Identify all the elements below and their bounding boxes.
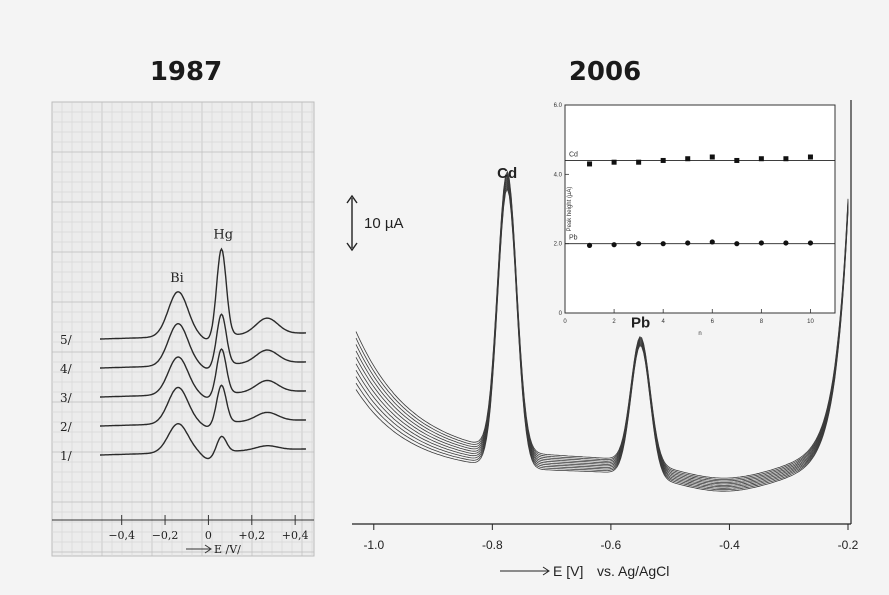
inset-frame <box>564 104 836 314</box>
inset-x-tick-label: 10 <box>807 319 814 325</box>
right-tick-label: -0.6 <box>601 538 622 552</box>
curve-label: 2/ <box>60 420 73 434</box>
scan-curve <box>355 178 849 485</box>
left-tick-label: +0,2 <box>238 529 265 542</box>
inset-point-cd <box>636 159 642 165</box>
left-tick-label: −0,4 <box>108 529 135 542</box>
inset-point-cd <box>807 154 813 160</box>
scale-bar-arrow-up <box>346 194 358 204</box>
inset-y-tick-label: 0 <box>559 311 563 317</box>
scale-bar-arrow-down <box>346 242 358 252</box>
inset-point-cd <box>783 156 789 162</box>
inset-point-cd <box>758 156 764 162</box>
inset-point-pb <box>586 242 593 248</box>
right-x-label-suffix: vs. Ag/AgCl <box>597 563 669 579</box>
chart-1987: 1/2/3/4/5/ Bi Hg −0,4 −0,2 0 +0,2 +0,4 E /V/ <box>51 101 315 557</box>
inset-series-label-cd: Cd <box>569 151 578 158</box>
right-x-label: E [V] vs. Ag/AgCl <box>500 563 669 579</box>
inset-y-label: Peak height (µA) <box>567 187 573 232</box>
curve-label: 5/ <box>60 333 73 347</box>
inset-point-pb <box>783 240 789 246</box>
inset-y-tick-label: 4.0 <box>554 172 563 178</box>
right-tick-label: -0.8 <box>482 538 503 552</box>
inset-content: 0 2 4 6 8 10 0 2.0 4.0 6.0 n Peak height (µA) Cd Pb <box>554 103 835 337</box>
inset-point-pb <box>685 240 691 246</box>
inset-point-cd <box>611 159 617 165</box>
inset-point-cd <box>685 156 691 162</box>
inset-point-cd <box>709 154 715 160</box>
curve-3 <box>100 348 306 398</box>
inset-series-label-pb: Pb <box>569 235 578 242</box>
right-tick-label: -1.0 <box>363 538 384 552</box>
scan-curve <box>355 180 849 486</box>
title-1987: 1987 <box>150 57 222 87</box>
right-tick-label: -0.4 <box>719 538 740 552</box>
inset-point-pb <box>660 241 666 247</box>
curve-label: 1/ <box>60 449 73 463</box>
scan-curve <box>355 170 849 479</box>
inset-x-tick-label: 2 <box>612 319 616 325</box>
scale-bar-label: 10 µA <box>364 215 404 232</box>
right-x-label-main: E [V] <box>553 563 583 579</box>
curve-label: 3/ <box>60 391 73 405</box>
inset-x-label: n <box>698 331 701 337</box>
inset-point-cd <box>734 157 740 163</box>
curve-label: 4/ <box>60 362 73 376</box>
scan-curve <box>355 176 849 483</box>
peak-label-bi: Bi <box>170 271 184 286</box>
chart-2006: -1.0 -0.8 -0.6 -0.4 -0.2 Cd Pb 10 µA E [V] vs… <box>346 100 859 579</box>
left-tick-label: 0 <box>205 529 212 542</box>
left-peak-labels: Bi Hg <box>170 227 233 285</box>
inset-x-tick-label: 6 <box>711 319 715 325</box>
scan-curve <box>355 185 849 491</box>
right-peak-labels: Cd Pb <box>497 165 650 332</box>
inset-chart: 0 2 4 6 8 10 0 2.0 4.0 6.0 n Peak height (µA) Cd Pb <box>554 103 836 337</box>
curve-2 <box>100 384 307 428</box>
peak-label-pb: Pb <box>631 315 650 332</box>
inset-point-pb <box>636 241 642 247</box>
scale-bar: 10 µA <box>346 194 404 252</box>
right-curves <box>355 170 849 492</box>
inset-point-cd <box>660 157 666 163</box>
inset-point-cd <box>587 161 593 167</box>
scan-curve <box>355 174 849 482</box>
left-curves <box>100 247 307 460</box>
left-xlabel-arrow-head <box>204 544 212 554</box>
inset-point-pb <box>709 239 715 245</box>
inset-x-tick-label: 4 <box>662 319 666 325</box>
inset-y-tick-label: 2.0 <box>554 242 563 248</box>
left-tick-label: +0,4 <box>282 529 309 542</box>
peak-label-cd: Cd <box>497 165 517 182</box>
inset-point-pb <box>807 240 814 246</box>
peak-label-hg: Hg <box>213 227 233 242</box>
title-2006: 2006 <box>569 57 641 87</box>
inset-x-tick-label: 8 <box>760 319 764 325</box>
inset-y-tick-label: 6.0 <box>554 103 563 109</box>
right-x-axis: -1.0 -0.8 -0.6 -0.4 -0.2 <box>352 100 859 552</box>
right-tick-label: -0.2 <box>838 538 859 552</box>
left-curve-labels: 1/2/3/4/5/ <box>60 333 73 463</box>
curve-4 <box>100 313 306 369</box>
inset-x-tick-label: 0 <box>563 319 567 325</box>
left-x-label: E /V/ <box>214 543 241 556</box>
scan-curve <box>355 183 849 489</box>
xlabel-arrow-head <box>542 566 550 576</box>
inset-point-pb <box>611 242 617 248</box>
scan-curve <box>355 182 849 488</box>
curve-1 <box>100 422 307 460</box>
scan-curve <box>355 187 849 492</box>
scan-curve <box>355 172 849 480</box>
curve-5 <box>100 247 306 340</box>
left-tick-label: −0,2 <box>152 529 179 542</box>
inset-point-pb <box>734 241 740 247</box>
inset-point-pb <box>758 240 764 246</box>
left-x-axis: −0,4 −0,2 0 +0,2 +0,4 E /V/ <box>52 515 314 556</box>
